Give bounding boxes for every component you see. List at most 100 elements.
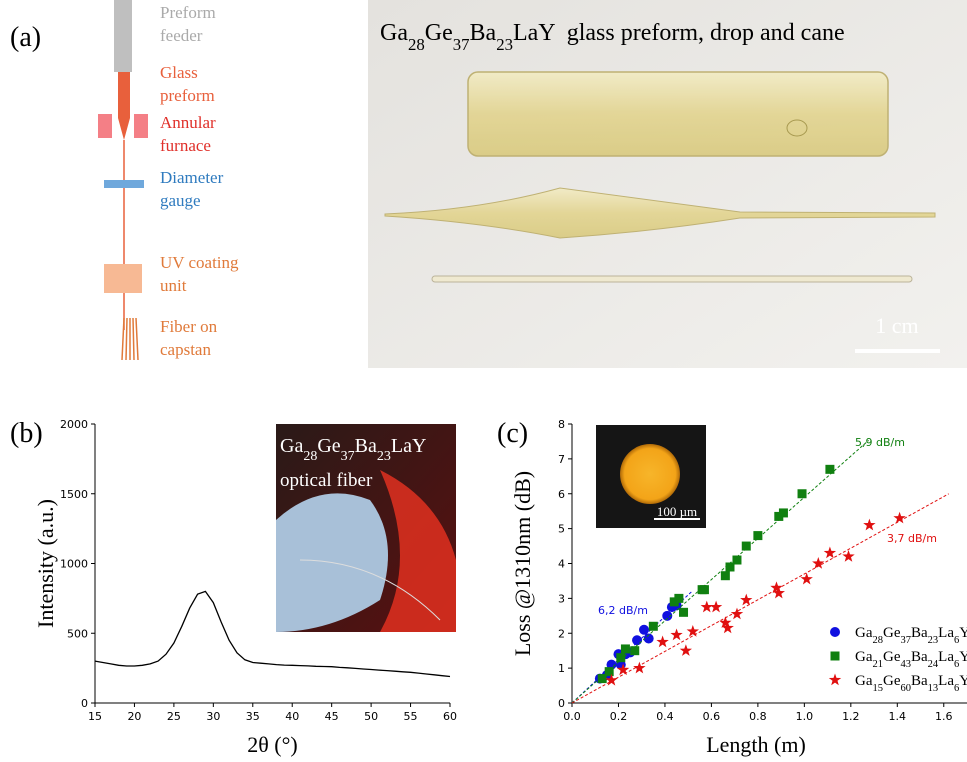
figure: (a)PreformfeederGlasspreformAnnularfurna… <box>0 0 967 762</box>
y-tick-label: 3 <box>558 592 565 605</box>
x-tick-label: 20 <box>127 710 141 723</box>
x-tick-label: 1.4 <box>889 710 907 723</box>
point <box>710 601 722 613</box>
photo-title-part: LaY glass preform, drop and cane <box>513 20 845 46</box>
point <box>825 465 834 474</box>
y-tick-label: 1500 <box>60 488 88 501</box>
y-tick-label: 5 <box>558 523 565 536</box>
y-tick-label: 1000 <box>60 558 88 571</box>
legend-label-part: Ba <box>911 673 928 689</box>
legend-marker <box>829 674 841 686</box>
legend-label: Ga28Ge37Ba23La6Y6 <box>855 625 967 646</box>
legend-label-part: Y <box>959 673 967 689</box>
legend-marker <box>831 652 840 661</box>
y-axis-label: Intensity (a.u.) <box>33 499 58 628</box>
legend-label-part: 43 <box>901 659 912 670</box>
diagram-label: UV coating <box>160 253 239 272</box>
point <box>893 512 905 524</box>
inset-scale: 100 µm <box>657 504 697 519</box>
x-tick-label: 45 <box>325 710 339 723</box>
legend-label-part: 23 <box>928 635 939 646</box>
point <box>812 557 824 569</box>
diagram-label: Fiber on <box>160 317 218 336</box>
x-axis-label: 2θ (°) <box>247 732 298 757</box>
legend-label: Ga21Ge43Ba24La6Y6 <box>855 649 967 670</box>
inset-title-part: 28 <box>303 449 317 464</box>
y-axis-label: Loss @1310nm (dB) <box>510 471 535 656</box>
photo-title-part: 37 <box>453 35 470 54</box>
slope-label: 3,7 dB/m <box>887 532 937 545</box>
legend-label-part: 15 <box>873 683 884 694</box>
y-tick-label: 4 <box>558 558 565 571</box>
point <box>632 635 642 645</box>
x-tick-label: 0.6 <box>703 710 721 723</box>
point <box>616 653 625 662</box>
point <box>753 531 762 540</box>
point <box>656 636 668 648</box>
diagram-label: furnace <box>160 136 211 155</box>
legend-marker <box>830 627 840 637</box>
slope-label: 5,9 dB/m <box>855 436 905 449</box>
y-tick-label: 2 <box>558 627 565 640</box>
x-tick-label: 25 <box>167 710 181 723</box>
point <box>630 646 639 655</box>
legend-label-part: Ga <box>855 649 873 665</box>
point <box>824 547 836 559</box>
x-tick-label: 1.6 <box>935 710 953 723</box>
x-tick-label: 60 <box>443 710 457 723</box>
x-axis-label: Length (m) <box>706 732 806 757</box>
point <box>801 573 813 585</box>
legend-label-part: La <box>938 649 954 665</box>
point <box>740 594 752 606</box>
point <box>863 519 875 531</box>
legend-label-part: 28 <box>873 635 884 646</box>
photo-title-part: Ga <box>380 20 408 46</box>
y-tick-label: 500 <box>67 627 88 640</box>
x-tick-label: 0.0 <box>563 710 581 723</box>
x-tick-label: 1.0 <box>796 710 814 723</box>
legend-label-part: La <box>938 673 954 689</box>
x-tick-label: 30 <box>206 710 220 723</box>
y-tick-label: 1 <box>558 662 565 675</box>
diagram-label: Diameter <box>160 168 224 187</box>
point <box>639 625 649 635</box>
inset-subtitle: optical fiber <box>280 470 373 491</box>
legend-label-part: Ge <box>883 673 901 689</box>
y-tick-label: 6 <box>558 488 565 501</box>
diagram-label: Annular <box>160 113 216 132</box>
y-tick-label: 7 <box>558 453 565 466</box>
y-tick-label: 0 <box>81 697 88 710</box>
point <box>621 644 630 653</box>
photo-title-part: 23 <box>496 35 513 54</box>
point <box>680 644 692 656</box>
x-tick-label: 0.8 <box>749 710 767 723</box>
legend-label-part: Ge <box>883 649 901 665</box>
y-tick-label: 8 <box>558 418 565 431</box>
legend-label-part: La <box>938 625 954 641</box>
legend-label-part: Ba <box>911 649 928 665</box>
panel-label: (a) <box>10 22 41 53</box>
point <box>700 585 709 594</box>
legend-label-part: Ga <box>855 625 873 641</box>
point <box>742 542 751 551</box>
point <box>779 508 788 517</box>
legend-label-part: 37 <box>901 635 912 646</box>
diagram-label: Glass <box>160 63 198 82</box>
inset-title-part: Ge <box>317 435 340 457</box>
point <box>649 622 658 631</box>
diagram-label: gauge <box>160 191 201 210</box>
legend-label-part: Ga <box>855 673 873 689</box>
legend-label-part: Y <box>959 649 967 665</box>
x-tick-label: 1.2 <box>842 710 860 723</box>
legend-label-part: Ba <box>911 625 928 641</box>
inset-title-part: Ba <box>355 435 377 457</box>
scale-label: 1 cm <box>875 313 918 338</box>
inset-title-part: LaY <box>391 435 427 457</box>
point <box>674 594 683 603</box>
legend-label: Ga15Ge60Ba13La6Y6 <box>855 673 967 694</box>
diagram-label: preform <box>160 86 215 105</box>
point <box>670 629 682 641</box>
x-tick-label: 15 <box>88 710 102 723</box>
y-tick-label: 0 <box>558 697 565 710</box>
panel-label: (c) <box>497 418 528 449</box>
